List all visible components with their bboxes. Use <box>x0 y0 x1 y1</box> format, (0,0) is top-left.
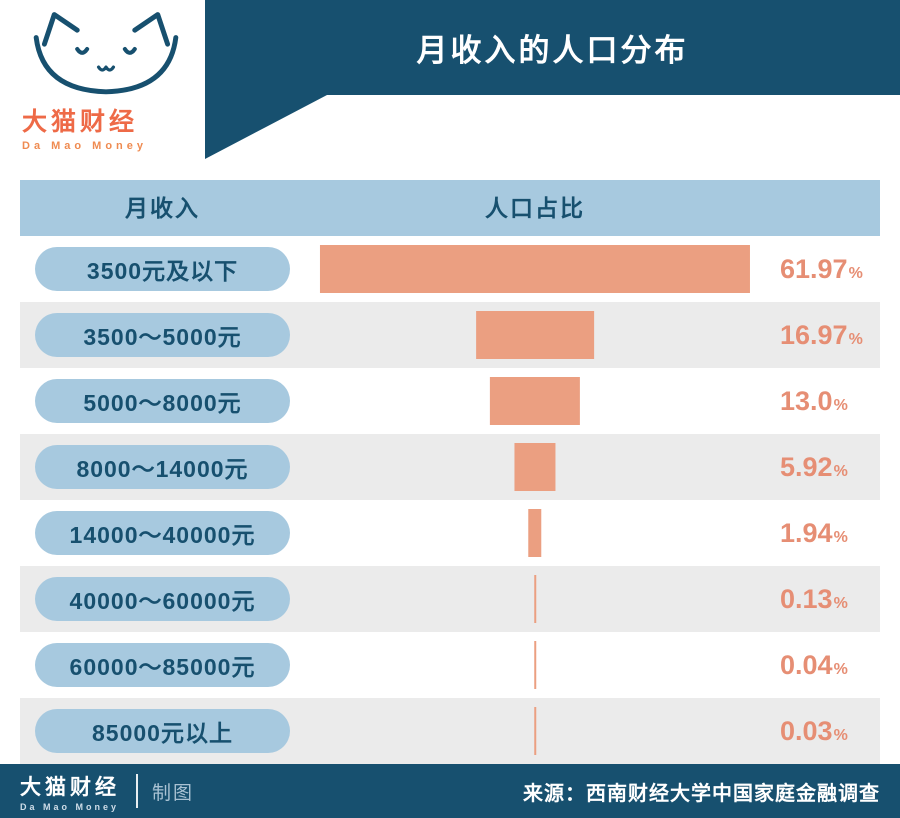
income-range-pill: 8000～14000元 <box>35 445 290 489</box>
population-bar <box>514 443 556 491</box>
income-range-pill: 85000元以上 <box>35 709 290 753</box>
percent-value: 13.0% <box>780 368 848 434</box>
footer-source: 来源：西南财经大学中国家庭金融调查 <box>523 782 880 805</box>
table-row: 85000元以上 0.03% <box>20 698 880 764</box>
bar-zone <box>534 707 536 755</box>
percent-sign: % <box>848 265 863 282</box>
percent-value: 0.13% <box>780 566 848 632</box>
cat-face-icon <box>33 12 179 95</box>
bar-zone <box>514 443 556 491</box>
footer-brand-name: 大猫财经 <box>20 775 120 799</box>
table-body: 3500元及以下 61.97% 3500～5000元 16.97% 5000～8000元… <box>20 236 880 764</box>
percent-number: 0.03 <box>780 716 833 746</box>
percent-sign: % <box>833 727 848 744</box>
footer-brand: 大猫财经 Da Mao Money <box>20 771 120 812</box>
percent-sign: % <box>833 397 848 414</box>
income-range-pill: 5000～8000元 <box>35 379 290 423</box>
bar-zone <box>476 311 594 359</box>
income-range-pill: 40000～60000元 <box>35 577 290 621</box>
percent-number: 1.94 <box>780 518 833 548</box>
footer-left: 大猫财经 Da Mao Money 制图 <box>20 771 194 812</box>
income-range-pill: 14000～40000元 <box>35 511 290 555</box>
bar-zone <box>534 575 536 623</box>
table-row: 3500～5000元 16.97% <box>20 302 880 368</box>
table-row: 3500元及以下 61.97% <box>20 236 880 302</box>
table-row: 40000～60000元 0.13% <box>20 566 880 632</box>
percent-sign: % <box>833 661 848 678</box>
footer-credit: 制图 <box>152 782 195 804</box>
bar-zone <box>534 641 536 689</box>
table-row: 60000～85000元 0.04% <box>20 632 880 698</box>
population-bar <box>534 575 536 623</box>
page-title: 月收入的人口分布 <box>416 33 689 68</box>
percent-number: 5.92 <box>780 452 833 482</box>
percent-sign: % <box>833 463 848 480</box>
population-bar <box>534 707 536 755</box>
logo: 大猫财经 Da Mao Money <box>0 0 205 160</box>
logo-name: 大猫财经 <box>22 108 139 136</box>
column-header-income: 月收入 <box>125 195 200 221</box>
logo-subtitle: Da Mao Money <box>22 140 148 152</box>
percent-value: 61.97% <box>780 236 863 302</box>
footer: 大猫财经 Da Mao Money 制图 来源：西南财经大学中国家庭金融调查 <box>0 764 900 818</box>
percent-value: 5.92% <box>780 434 848 500</box>
percent-sign: % <box>833 595 848 612</box>
percent-value: 0.04% <box>780 632 848 698</box>
percent-number: 0.13 <box>780 584 833 614</box>
table-row: 8000～14000元 5.92% <box>20 434 880 500</box>
percent-number: 61.97 <box>780 254 848 284</box>
bar-zone <box>528 509 542 557</box>
percent-number: 13.0 <box>780 386 833 416</box>
footer-divider <box>136 774 138 808</box>
population-bar <box>534 641 536 689</box>
percent-value: 0.03% <box>780 698 848 764</box>
population-bar <box>476 311 594 359</box>
header: 月收入的人口分布 大猫财经 Da Mao Money <box>0 0 900 160</box>
population-bar <box>489 377 581 425</box>
percent-number: 16.97 <box>780 320 848 350</box>
percent-value: 1.94% <box>780 500 848 566</box>
table-row: 14000～40000元 1.94% <box>20 500 880 566</box>
income-range-pill: 60000～85000元 <box>35 643 290 687</box>
population-bar <box>528 509 542 557</box>
bar-zone <box>489 377 581 425</box>
chart-table: 月收入 人口占比 3500元及以下 61.97% 3500～5000元 16.97% 5… <box>20 180 880 764</box>
percent-value: 16.97% <box>780 302 863 368</box>
bar-zone <box>319 245 751 293</box>
income-range-pill: 3500元及以下 <box>35 247 290 291</box>
population-bar <box>319 245 751 293</box>
header-slant-shape <box>205 95 327 159</box>
table-row: 5000～8000元 13.0% <box>20 368 880 434</box>
percent-sign: % <box>833 529 848 546</box>
column-header-share: 人口占比 <box>485 195 585 221</box>
footer-brand-subtitle: Da Mao Money <box>20 801 120 812</box>
table-header: 月收入 人口占比 <box>20 180 880 236</box>
percent-sign: % <box>848 331 863 348</box>
income-range-pill: 3500～5000元 <box>35 313 290 357</box>
percent-number: 0.04 <box>780 650 833 680</box>
